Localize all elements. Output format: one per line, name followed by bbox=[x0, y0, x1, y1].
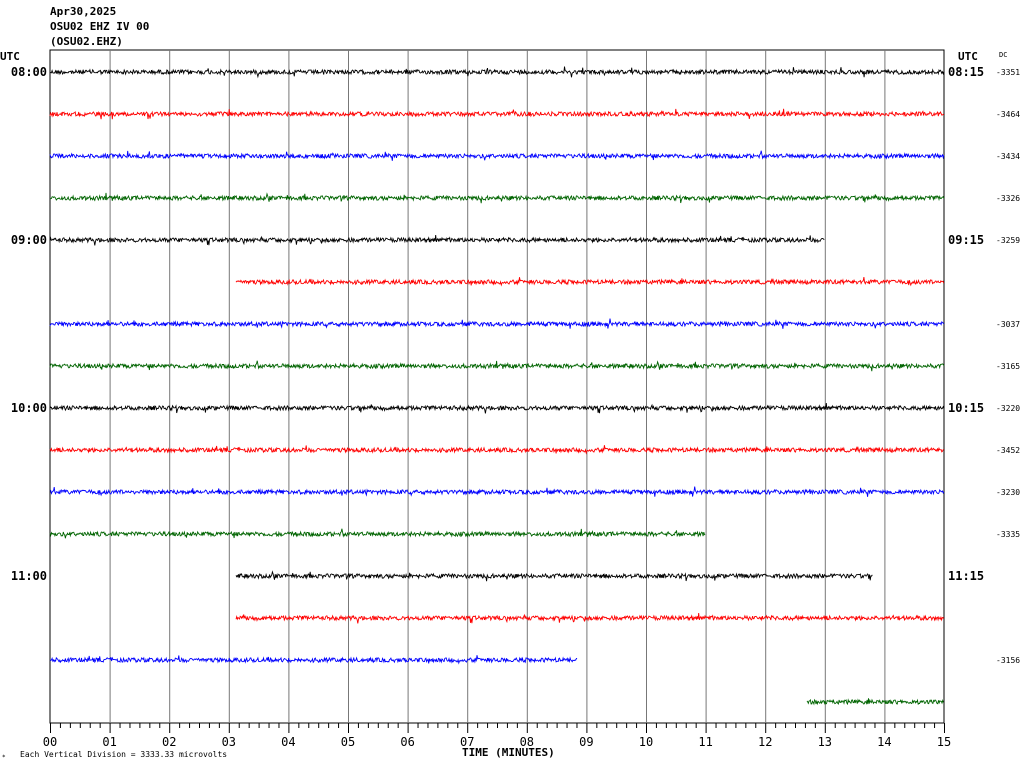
seismic-trace bbox=[235, 612, 945, 624]
dc-offset-label: -3037 bbox=[996, 320, 1020, 329]
axis-labels: UTC UTC DC TIME (MINUTES) * Each Vertica… bbox=[0, 50, 1020, 761]
x-tick-label: 10 bbox=[639, 735, 653, 749]
seismic-trace bbox=[49, 108, 944, 120]
dc-offset-label: -3326 bbox=[996, 194, 1020, 203]
right-hour-label: 08:15 bbox=[948, 65, 984, 79]
left-hour-label: 10:00 bbox=[11, 401, 47, 415]
x-tick-label: 01 bbox=[102, 735, 116, 749]
seismic-trace bbox=[806, 698, 944, 706]
left-hour-label: 08:00 bbox=[11, 65, 47, 79]
left-hour-label: 11:00 bbox=[11, 569, 47, 583]
dc-offset-label: -3335 bbox=[996, 530, 1020, 539]
right-hour-label: 10:15 bbox=[948, 401, 984, 415]
plot-frame bbox=[49, 49, 945, 724]
seismic-trace bbox=[49, 66, 945, 79]
x-tick-label: 14 bbox=[877, 735, 891, 749]
seismic-trace bbox=[49, 192, 945, 204]
header-station: OSU02 EHZ IV 00 bbox=[50, 20, 150, 33]
seismic-traces bbox=[49, 66, 945, 706]
x-tick-label: 05 bbox=[341, 735, 355, 749]
header-date: Apr30,2025 bbox=[50, 5, 117, 18]
grid-lines bbox=[49, 49, 945, 733]
seismic-trace bbox=[49, 528, 706, 539]
left-axis-label: UTC bbox=[0, 50, 20, 63]
dc-offset-label: -3464 bbox=[996, 110, 1020, 119]
seismic-trace bbox=[49, 655, 578, 665]
x-tick-label: 03 bbox=[222, 735, 236, 749]
dc-offset-label: -3165 bbox=[996, 362, 1020, 371]
x-tick-label: 04 bbox=[281, 735, 295, 749]
dc-offset-label: -3259 bbox=[996, 236, 1020, 245]
x-tick-label: 13 bbox=[818, 735, 832, 749]
seismic-trace bbox=[49, 445, 945, 455]
dc-label: DC bbox=[999, 51, 1007, 59]
seismic-trace bbox=[49, 234, 825, 246]
seismic-trace bbox=[235, 570, 873, 582]
seismic-trace bbox=[49, 150, 945, 161]
dc-offset-label: -3434 bbox=[996, 152, 1020, 161]
seismic-trace bbox=[49, 318, 945, 329]
x-tick-label: 12 bbox=[758, 735, 772, 749]
right-hour-label: 09:15 bbox=[948, 233, 984, 247]
seismic-trace bbox=[49, 402, 945, 414]
x-tick-label: 00 bbox=[43, 735, 57, 749]
footer-mark: * bbox=[2, 754, 6, 761]
seismic-trace bbox=[235, 277, 945, 287]
x-tick-label: 08 bbox=[520, 735, 534, 749]
x-tick-label: 06 bbox=[400, 735, 414, 749]
dc-offset-label: -3156 bbox=[996, 656, 1020, 665]
dc-offset-label: -3230 bbox=[996, 488, 1020, 497]
right-hour-label: 11:15 bbox=[948, 569, 984, 583]
x-tick-label: 07 bbox=[460, 735, 474, 749]
header-channel: (OSU02.EHZ) bbox=[50, 35, 123, 48]
x-tick-label: 11 bbox=[698, 735, 712, 749]
right-axis-label: UTC bbox=[958, 50, 978, 63]
footer-note: Each Vertical Division = 3333.33 microvo… bbox=[20, 750, 227, 759]
x-tick-label: 02 bbox=[162, 735, 176, 749]
seismic-trace bbox=[49, 486, 945, 497]
dc-offset-label: -3452 bbox=[996, 446, 1020, 455]
x-tick-label: 09 bbox=[579, 735, 593, 749]
left-hour-label: 09:00 bbox=[11, 233, 47, 247]
seismic-trace bbox=[49, 360, 945, 372]
x-axis-label: TIME (MINUTES) bbox=[462, 746, 555, 759]
x-tick-label: 15 bbox=[937, 735, 951, 749]
dc-offset-label: -3351 bbox=[996, 68, 1020, 77]
dc-offset-label: -3220 bbox=[996, 404, 1020, 413]
